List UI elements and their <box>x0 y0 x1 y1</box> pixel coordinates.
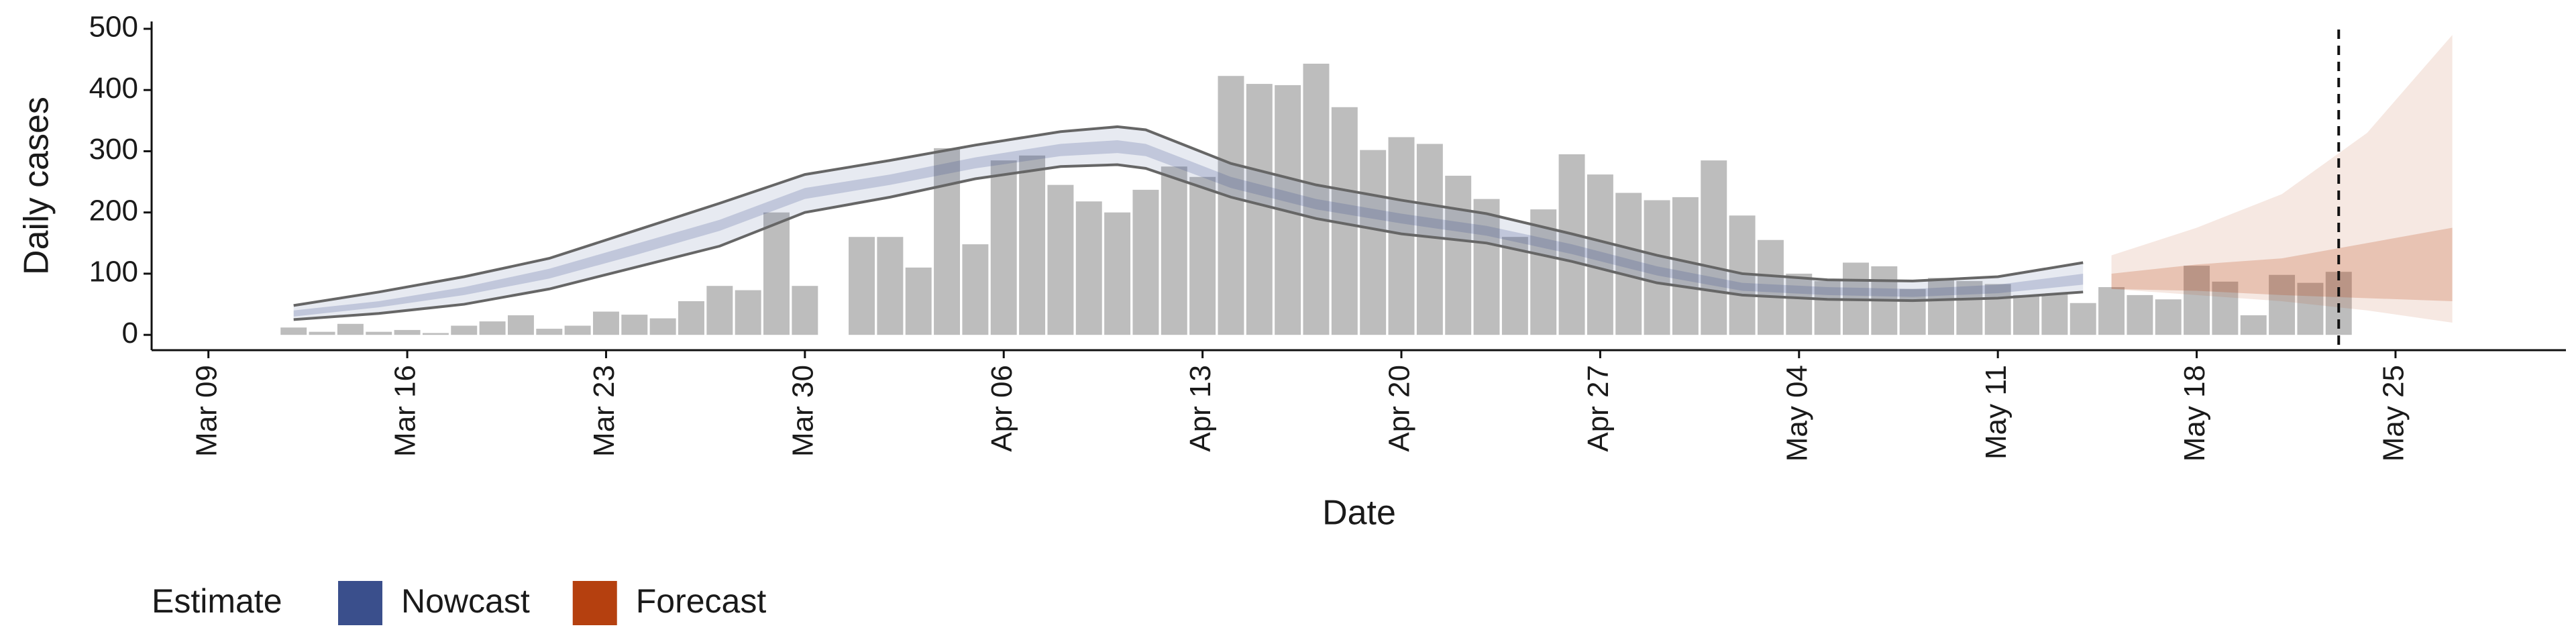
bar <box>962 244 989 335</box>
legend-swatch <box>572 581 617 625</box>
x-tick-label: Mar 09 <box>190 365 223 457</box>
band-inner <box>2111 227 2453 302</box>
x-tick-label: Apr 20 <box>1383 365 1416 452</box>
bar <box>2184 266 2210 335</box>
bar <box>1587 174 1613 335</box>
bar <box>394 329 421 335</box>
y-tick-label: 200 <box>89 194 138 227</box>
x-tick-label: May 25 <box>2377 365 2410 462</box>
x-tick-label: Apr 13 <box>1184 365 1217 452</box>
y-tick-label: 300 <box>89 133 138 166</box>
bar <box>649 318 676 335</box>
x-tick-label: Apr 27 <box>1582 365 1615 452</box>
bar <box>1416 144 1443 335</box>
bar <box>1672 197 1699 335</box>
bar <box>877 237 904 335</box>
band-bound-line <box>293 125 2084 307</box>
bar <box>309 331 335 335</box>
x-tick-label: Mar 23 <box>588 365 621 457</box>
bar <box>592 311 619 335</box>
bar <box>1501 237 1528 335</box>
bar <box>1047 184 1074 335</box>
bar <box>1757 239 1784 335</box>
bar <box>1132 189 1159 335</box>
bar <box>2070 303 2096 335</box>
bar <box>678 301 704 335</box>
bar <box>2155 299 2182 335</box>
bar <box>1360 150 1387 335</box>
bar <box>1701 160 1727 335</box>
bar <box>507 315 534 335</box>
bar <box>337 323 364 335</box>
bar <box>2013 294 2039 335</box>
legend-swatch <box>338 581 382 625</box>
bar <box>1189 176 1216 335</box>
bar <box>934 148 961 335</box>
bar <box>1075 201 1102 335</box>
bar <box>422 333 449 335</box>
x-tick-label: May 11 <box>1980 365 2012 460</box>
bar <box>1899 288 1926 335</box>
y-tick-label: 500 <box>89 11 138 44</box>
bar <box>2212 281 2239 335</box>
bar <box>1161 166 1187 335</box>
legend-title: Estimate <box>152 582 282 620</box>
bar <box>1814 280 1841 335</box>
bar <box>451 325 478 335</box>
bar <box>1558 154 1585 335</box>
bar <box>1786 273 1813 335</box>
bar <box>792 286 818 335</box>
band-inner <box>293 140 2084 317</box>
bar <box>1956 280 1983 335</box>
y-axis-title: Daily cases <box>17 97 56 275</box>
legend-label: Forecast <box>636 582 767 620</box>
bar <box>905 267 932 335</box>
bar <box>763 212 790 335</box>
y-tick-label: 400 <box>89 72 138 105</box>
bar <box>1644 200 1670 335</box>
bar <box>479 321 506 335</box>
band-outer <box>2111 35 2453 323</box>
bar <box>366 331 392 335</box>
bar <box>2127 294 2153 335</box>
bar <box>280 327 307 335</box>
bar <box>2041 294 2068 335</box>
x-tick-label: Apr 06 <box>985 365 1018 452</box>
bar <box>990 160 1017 335</box>
x-tick-label: Mar 30 <box>786 365 819 457</box>
x-axis-title: Date <box>1322 494 1396 533</box>
bar <box>1104 212 1131 335</box>
bar <box>1246 84 1273 335</box>
x-tick-label: May 18 <box>2178 365 2211 462</box>
y-tick-label: 100 <box>89 256 138 288</box>
bar <box>1473 199 1500 335</box>
bar <box>536 329 563 335</box>
bar <box>564 325 591 335</box>
bar <box>1019 155 1046 335</box>
bar <box>1615 193 1642 335</box>
bar <box>621 315 648 335</box>
bar <box>2098 287 2125 335</box>
bar <box>706 286 733 335</box>
band-bound-line <box>293 163 2084 321</box>
bar <box>1303 63 1330 335</box>
bar <box>2297 282 2324 335</box>
bar <box>1445 175 1472 335</box>
y-tick-label: 0 <box>122 317 138 350</box>
x-tick-label: Mar 16 <box>389 365 422 457</box>
band-outer <box>293 126 2084 320</box>
legend-label: Nowcast <box>401 582 530 620</box>
bar <box>1928 278 1954 335</box>
x-tick-label: May 04 <box>1780 365 1813 462</box>
bar <box>1218 76 1244 335</box>
bar <box>735 290 761 335</box>
bar <box>849 237 875 335</box>
bar <box>2269 274 2296 335</box>
bar <box>1984 284 2011 335</box>
bar <box>2240 315 2267 335</box>
